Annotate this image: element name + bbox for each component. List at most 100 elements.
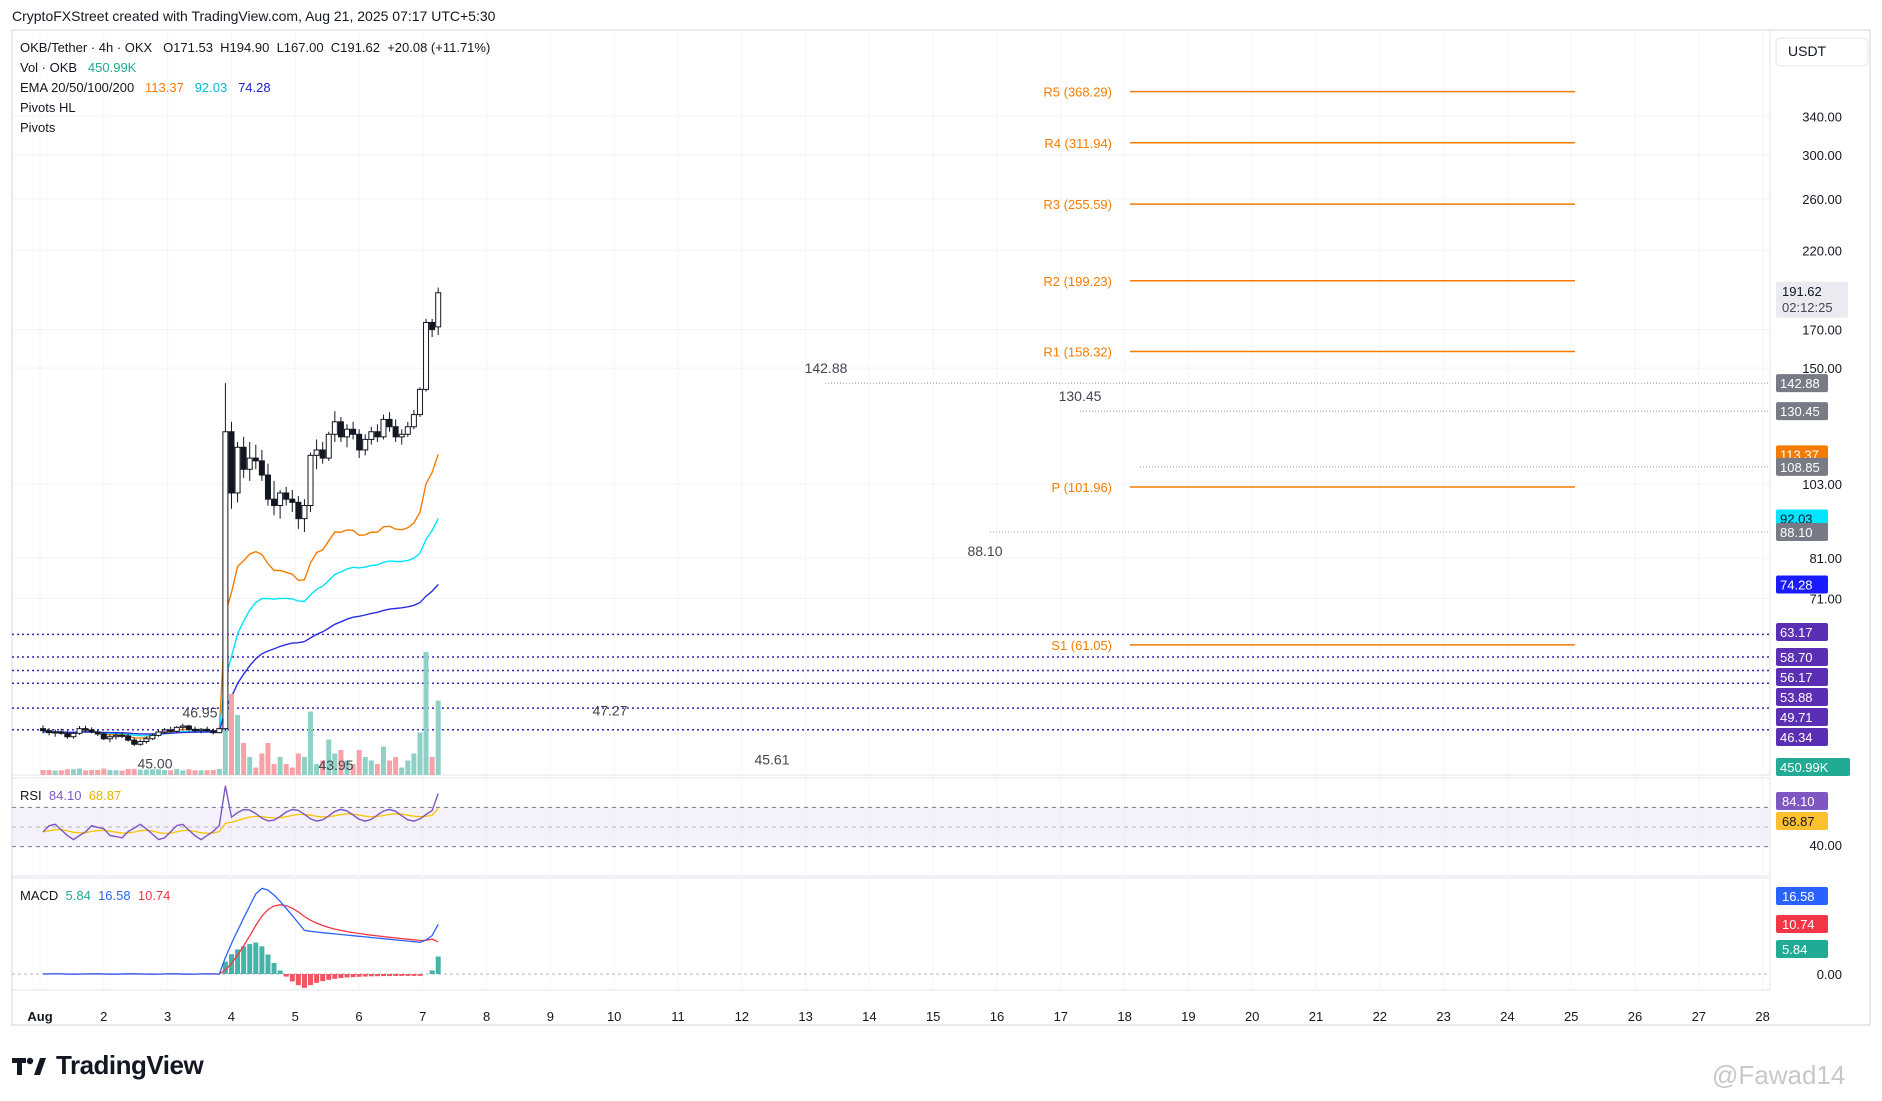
candle-body[interactable] [161,729,168,733]
candle-body[interactable] [185,725,192,730]
candle-body[interactable] [344,428,350,438]
candle-body[interactable] [319,449,326,459]
candle-body[interactable] [271,498,278,507]
candle-body[interactable] [204,728,211,732]
macd-tag[interactable] [1776,940,1828,958]
candle-body[interactable] [100,733,107,740]
candle-body[interactable] [295,501,302,520]
axis-price-tag[interactable] [1776,374,1828,393]
axis-price-tag[interactable] [1776,522,1828,541]
ema-legend[interactable]: EMA 20/50/100/200 113.37 92.03 74.28 [20,78,490,98]
candle-body[interactable] [423,321,430,390]
candle-body[interactable] [301,505,308,520]
volume-legend[interactable]: Vol · OKB 450.99K [20,58,490,78]
candle-body[interactable] [264,474,271,500]
candle-body[interactable] [149,734,156,740]
candle-body[interactable] [362,438,369,451]
axis-price-tag[interactable] [1776,728,1828,746]
candle-body[interactable] [246,457,253,470]
candle-body[interactable] [380,418,387,438]
candle-body[interactable] [192,728,198,732]
candle-body[interactable] [210,730,217,734]
candle-body[interactable] [392,426,399,438]
macd-tag[interactable] [1776,887,1828,905]
candle-body[interactable] [258,460,265,476]
macd-tag[interactable] [1776,915,1828,933]
candle-body[interactable] [82,728,89,731]
candle-body[interactable] [337,421,344,438]
axis-price-tag[interactable] [1776,402,1828,421]
candle-body[interactable] [88,729,95,733]
candle-body[interactable] [125,735,132,741]
pivots-hl-legend[interactable]: Pivots HL [20,100,76,115]
candle-body[interactable] [94,731,101,735]
candle-body[interactable] [137,740,144,745]
last-price-tag[interactable] [1776,281,1848,318]
axis-price-tag[interactable] [1776,457,1828,476]
candle-body[interactable] [216,728,223,734]
candle-body[interactable] [131,739,138,745]
candle-body[interactable] [46,730,53,734]
axis-price-tag[interactable] [1776,758,1850,776]
rsi-legend[interactable]: RSI 84.10 68.87 [20,788,121,803]
candle-body[interactable] [325,433,332,459]
rsi-tag[interactable] [1776,792,1828,810]
candle-body[interactable] [198,728,205,732]
candle-body[interactable] [374,431,381,438]
macd-legend[interactable]: MACD 5.84 16.58 10.74 [20,888,170,903]
candle-body[interactable] [240,446,247,470]
ema-20-line [42,454,439,739]
candle-body[interactable] [234,446,241,494]
axis-price-tag[interactable] [1776,668,1828,686]
x-tick-label: 12 [735,1009,749,1024]
candle-body[interactable] [283,492,290,500]
candle-body[interactable] [289,498,296,503]
candle-body[interactable] [252,457,259,462]
candle-body[interactable] [277,492,284,507]
x-tick-label: Aug [27,1009,52,1024]
candle-body[interactable] [52,731,59,734]
volume-bar [210,769,216,775]
symbol-name[interactable]: OKB/Tether · 4h · OKX [20,40,153,55]
candle-body[interactable] [228,431,235,494]
axis-price-tag[interactable] [1776,575,1828,594]
candle-body[interactable] [173,726,180,732]
candle-body[interactable] [429,321,436,331]
axis-price-tag[interactable] [1776,708,1828,726]
candle-body[interactable] [435,292,442,328]
candle-body[interactable] [307,454,314,507]
macd-histogram-bar [283,974,289,977]
axis-price-tag[interactable] [1776,688,1828,706]
candle-body[interactable] [119,734,126,737]
candle-body[interactable] [386,418,393,428]
currency-selector[interactable] [1775,37,1869,67]
candle-body[interactable] [70,732,77,738]
candle-body[interactable] [179,725,186,728]
candle-body[interactable] [404,426,411,435]
candle-body[interactable] [410,414,417,428]
candle-body[interactable] [64,732,71,738]
candle-body[interactable] [40,728,46,732]
axis-price-tag[interactable] [1776,623,1828,641]
candle-body[interactable] [222,431,229,730]
candle-body[interactable] [112,734,119,738]
rsi-ma-tag[interactable] [1776,812,1828,830]
candle-body[interactable] [167,729,174,732]
pivots-legend[interactable]: Pivots [20,120,56,135]
candle-body[interactable] [155,731,162,736]
candle-body[interactable] [331,421,338,435]
candle-body[interactable] [356,433,363,451]
candle-body[interactable] [313,449,320,456]
candle-body[interactable] [416,388,423,416]
candle-body[interactable] [368,431,375,440]
candle-body[interactable] [106,736,113,740]
candle-body[interactable] [350,428,357,435]
candle-body[interactable] [143,738,150,742]
x-tick-label: 24 [1500,1009,1514,1024]
candle-body[interactable] [398,433,405,438]
candle-body[interactable] [76,728,83,734]
tradingview-logo[interactable]: TradingView [12,1050,204,1081]
axis-price-tag[interactable] [1776,648,1828,666]
candle-body[interactable] [58,731,65,734]
